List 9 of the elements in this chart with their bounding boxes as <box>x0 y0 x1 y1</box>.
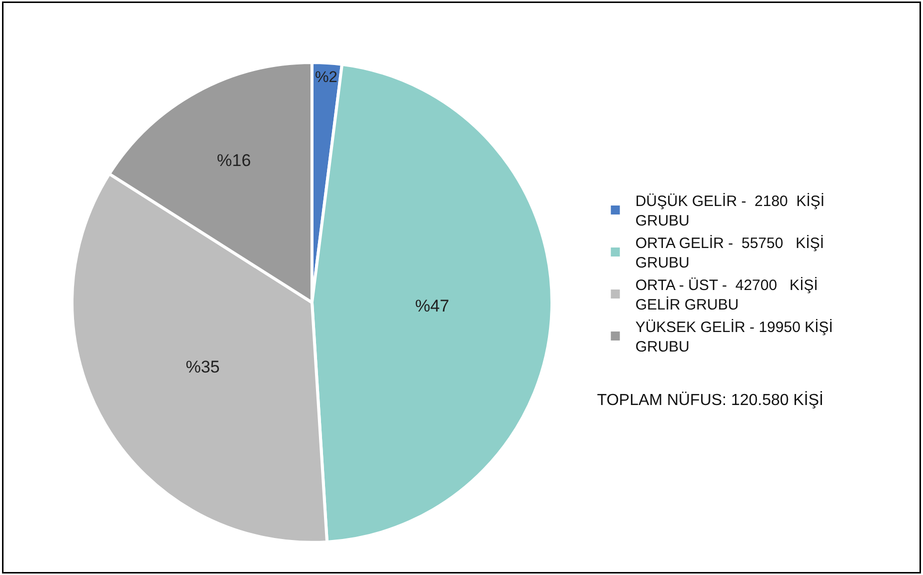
data-label: %47 <box>415 296 450 316</box>
data-label: %2 <box>314 69 338 86</box>
data-label: %35 <box>186 358 220 377</box>
legend-label: DÜŞÜK GELİR - 2180 KİŞİ GRUBU <box>635 192 825 230</box>
text: TOPLAM NÜFUS: 120.580 KİŞİ <box>597 391 824 409</box>
legend-label: ORTA - ÜST - 42700 KİŞİ GELİR GRUBU <box>635 276 818 314</box>
data-label: %16 <box>216 151 251 170</box>
legend-label: YÜKSEK GELİR - 19950 KİŞİ GRUBU <box>635 318 833 356</box>
legend-label: ORTA GELİR - 55750 KİŞİ GRUBU <box>635 234 824 272</box>
